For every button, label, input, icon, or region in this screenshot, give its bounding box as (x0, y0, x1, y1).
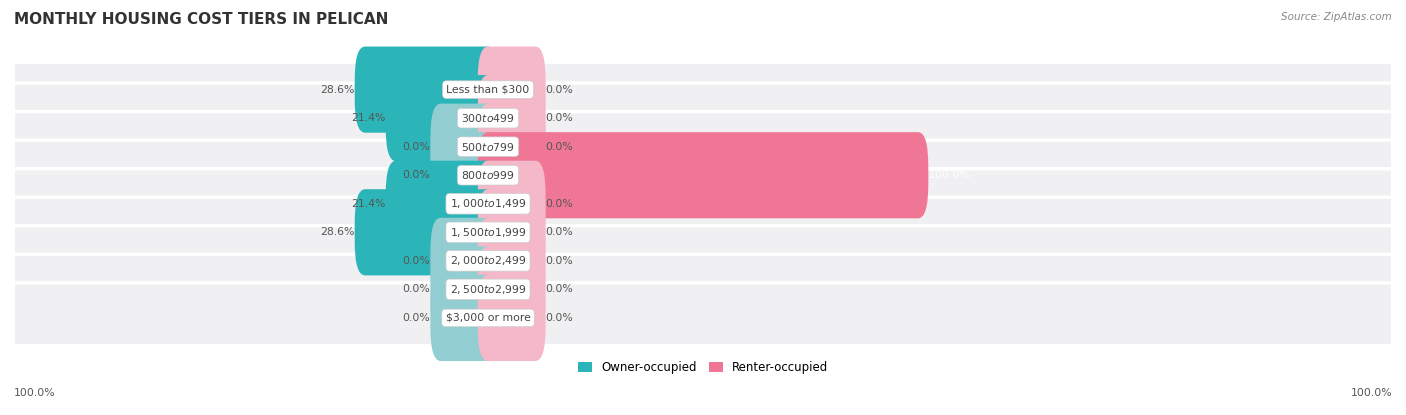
Text: 100.0%: 100.0% (928, 170, 970, 180)
FancyBboxPatch shape (478, 104, 546, 190)
FancyBboxPatch shape (430, 218, 498, 304)
FancyBboxPatch shape (478, 218, 546, 304)
Text: 100.0%: 100.0% (14, 388, 56, 398)
FancyBboxPatch shape (430, 104, 498, 190)
Text: 0.0%: 0.0% (402, 142, 430, 152)
FancyBboxPatch shape (4, 197, 1402, 267)
Text: $2,500 to $2,999: $2,500 to $2,999 (450, 283, 526, 296)
Text: 0.0%: 0.0% (546, 85, 574, 95)
FancyBboxPatch shape (354, 189, 498, 276)
FancyBboxPatch shape (478, 275, 546, 361)
Text: MONTHLY HOUSING COST TIERS IN PELICAN: MONTHLY HOUSING COST TIERS IN PELICAN (14, 12, 388, 27)
Text: 0.0%: 0.0% (402, 284, 430, 294)
Text: $500 to $799: $500 to $799 (461, 141, 515, 153)
Text: $2,000 to $2,499: $2,000 to $2,499 (450, 254, 526, 267)
Text: 0.0%: 0.0% (546, 199, 574, 209)
Text: 0.0%: 0.0% (402, 256, 430, 266)
FancyBboxPatch shape (4, 168, 1402, 239)
Text: 0.0%: 0.0% (402, 170, 430, 180)
FancyBboxPatch shape (4, 283, 1402, 353)
Text: 0.0%: 0.0% (402, 313, 430, 323)
FancyBboxPatch shape (478, 161, 546, 247)
Text: 0.0%: 0.0% (546, 313, 574, 323)
FancyBboxPatch shape (354, 46, 498, 133)
Text: 28.6%: 28.6% (321, 85, 354, 95)
FancyBboxPatch shape (385, 161, 498, 247)
FancyBboxPatch shape (478, 46, 546, 133)
Text: 0.0%: 0.0% (546, 284, 574, 294)
FancyBboxPatch shape (430, 246, 498, 332)
FancyBboxPatch shape (4, 254, 1402, 325)
FancyBboxPatch shape (430, 275, 498, 361)
FancyBboxPatch shape (478, 75, 546, 161)
FancyBboxPatch shape (478, 246, 546, 332)
Legend: Owner-occupied, Renter-occupied: Owner-occupied, Renter-occupied (578, 361, 828, 374)
Text: 21.4%: 21.4% (352, 199, 385, 209)
Text: 0.0%: 0.0% (546, 113, 574, 123)
FancyBboxPatch shape (478, 189, 546, 276)
FancyBboxPatch shape (430, 132, 498, 218)
Text: Source: ZipAtlas.com: Source: ZipAtlas.com (1281, 12, 1392, 22)
FancyBboxPatch shape (4, 83, 1402, 153)
FancyBboxPatch shape (4, 54, 1402, 125)
Text: 0.0%: 0.0% (546, 227, 574, 237)
FancyBboxPatch shape (4, 112, 1402, 182)
Text: $1,000 to $1,499: $1,000 to $1,499 (450, 197, 526, 210)
Text: $1,500 to $1,999: $1,500 to $1,999 (450, 226, 526, 239)
Text: $800 to $999: $800 to $999 (461, 169, 515, 181)
Text: 0.0%: 0.0% (546, 256, 574, 266)
FancyBboxPatch shape (478, 132, 928, 218)
FancyBboxPatch shape (4, 226, 1402, 296)
Text: 100.0%: 100.0% (1350, 388, 1392, 398)
FancyBboxPatch shape (4, 140, 1402, 210)
FancyBboxPatch shape (385, 75, 498, 161)
Text: $300 to $499: $300 to $499 (461, 112, 515, 124)
Text: 28.6%: 28.6% (321, 227, 354, 237)
Text: $3,000 or more: $3,000 or more (446, 313, 530, 323)
Text: Less than $300: Less than $300 (446, 85, 530, 95)
Text: 0.0%: 0.0% (546, 142, 574, 152)
Text: 21.4%: 21.4% (352, 113, 385, 123)
